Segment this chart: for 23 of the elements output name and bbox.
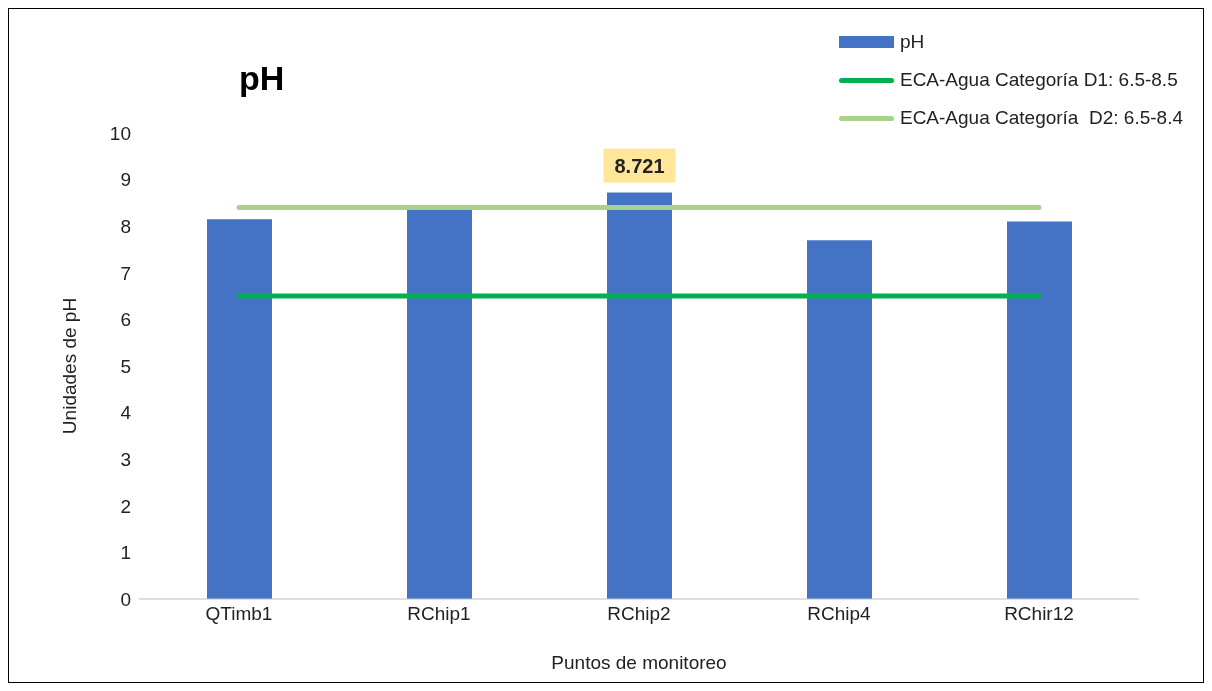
y-tick-label: 8: [120, 215, 131, 237]
y-tick-label: 9: [120, 169, 131, 191]
x-tick-label: RChir12: [1004, 603, 1074, 625]
y-tick-label: 4: [120, 402, 132, 424]
legend-label: ECA-Agua Categoría D2: 6.5-8.4: [899, 107, 1183, 129]
x-tick-label: RChip4: [807, 603, 872, 625]
y-tick-label: 1: [120, 542, 131, 564]
legend-label: pH: [899, 31, 925, 53]
y-tick-label: 6: [120, 309, 131, 331]
y-tick-label: 7: [120, 262, 131, 284]
legend-label: ECA-Agua Categoría D1: 6.5-8.5: [899, 69, 1178, 91]
y-tick-label: 0: [120, 588, 131, 610]
y-tick-label: 10: [109, 122, 131, 144]
y-tick-label: 3: [120, 448, 131, 470]
y-tick-label: 2: [120, 495, 131, 517]
y-tick-label: 5: [120, 355, 131, 377]
x-tick-label: RChip1: [407, 603, 471, 625]
data-label: 8.721: [614, 154, 665, 177]
y-axis-title: Unidades de pH: [58, 297, 80, 435]
x-tick-label: QTimb1: [205, 603, 273, 625]
chart-title: pH: [239, 59, 285, 98]
x-axis-title: Puntos de monitoreo: [551, 652, 727, 673]
x-tick-label: RChip2: [607, 603, 671, 625]
